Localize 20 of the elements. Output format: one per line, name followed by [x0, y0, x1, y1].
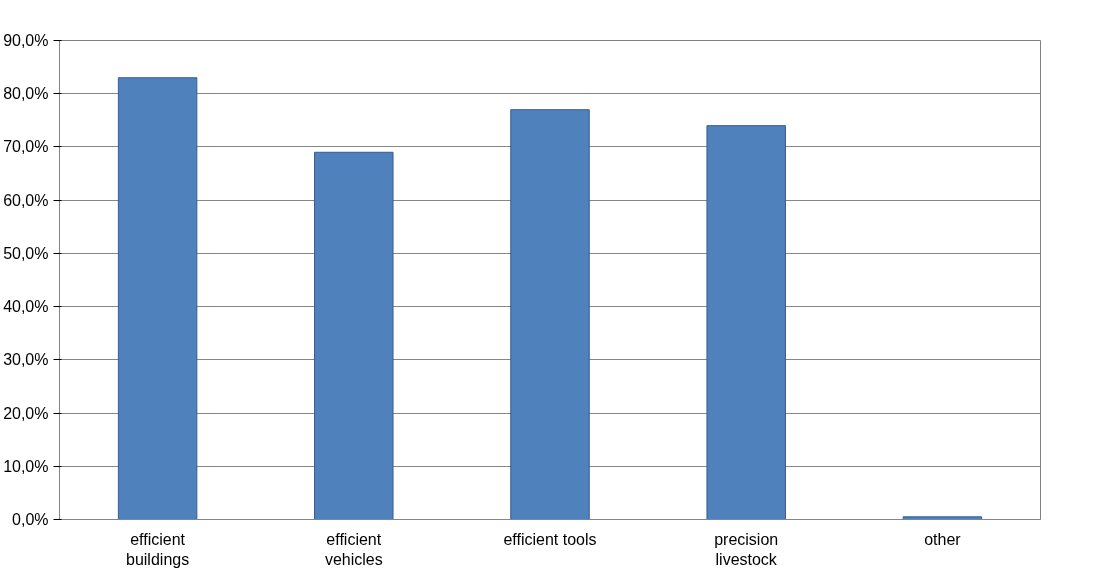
y-tick-label: 90,0% — [3, 32, 49, 49]
x-tick-label: efficient buildings — [126, 530, 190, 568]
y-tick-label: 60,0% — [3, 191, 49, 209]
bar — [314, 151, 394, 520]
y-tick-label: 30,0% — [3, 351, 49, 369]
x-tick-label: efficient vehicles — [324, 530, 383, 568]
y-tick-label: 0,0% — [12, 511, 49, 528]
bar — [510, 109, 590, 520]
y-tick-label: 40,0% — [3, 298, 49, 316]
y-tick-label: 50,0% — [3, 244, 49, 262]
y-tick-label: 80,0% — [3, 85, 49, 103]
y-tick-label: 20,0% — [3, 404, 49, 422]
x-tick-label: precision livestock — [714, 530, 779, 568]
bar — [706, 125, 786, 520]
x-tick-label: other — [924, 530, 962, 548]
y-tick-label: 10,0% — [3, 457, 49, 475]
x-tick-label: efficient tools — [503, 530, 597, 548]
y-tick-label: 70,0% — [3, 138, 49, 156]
bar — [902, 516, 983, 520]
bar — [117, 77, 198, 520]
